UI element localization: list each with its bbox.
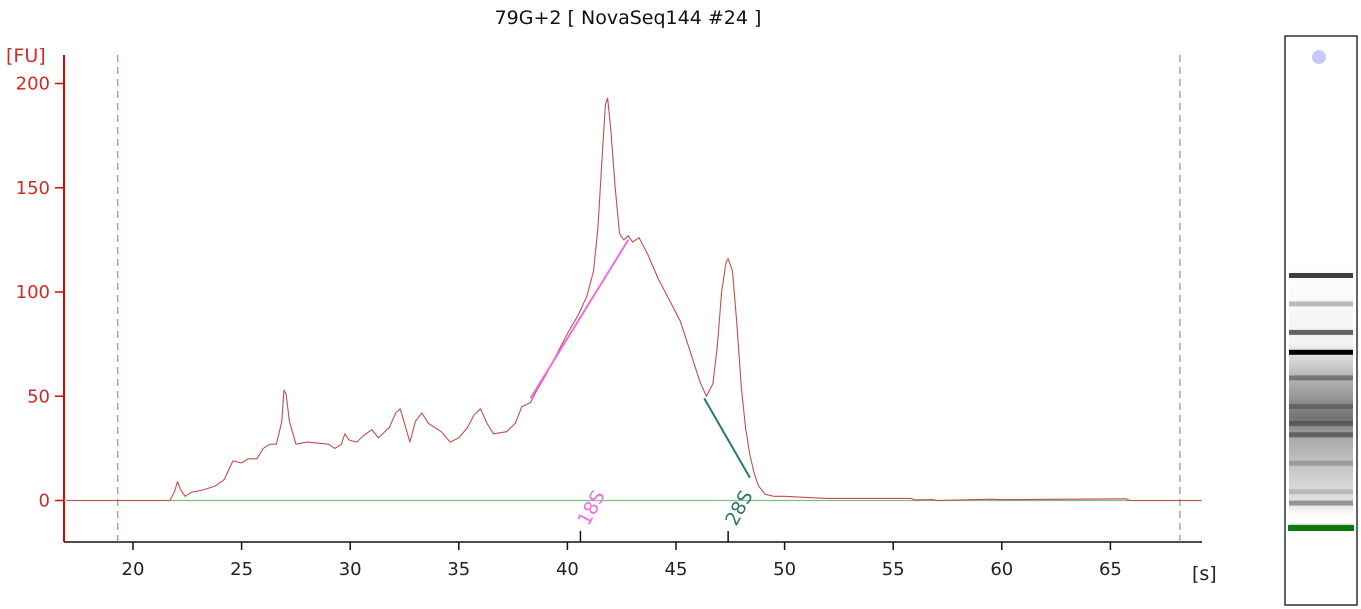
gel-band [1289,460,1353,466]
gel-band [1289,349,1353,355]
gel-smear [1289,256,1353,546]
y-tick-label: 0 [39,491,50,512]
x-tick-label: 50 [773,559,796,580]
y-tick-label: 150 [16,178,50,199]
x-tick-label: 20 [122,559,145,580]
gel-band [1289,301,1353,307]
x-tick-label: 60 [990,559,1013,580]
y-tick-label: 50 [27,386,50,407]
x-tick-label: 40 [556,559,579,580]
x-tick-label: 30 [339,559,362,580]
chart-title: 79G+2 [ NovaSeq144 #24 ] [495,7,762,29]
plot-area: 0 50 100 150 200 20 25 30 35 40 45 50 55 60 65 18S 28S [16,55,1202,580]
region-label-28s: 28S [721,487,757,529]
region-line-28s [703,397,751,479]
x-tick-label: 25 [230,559,253,580]
gel-band [1289,432,1353,438]
gel-lane [1284,35,1358,606]
gel-marker-spot [1312,50,1326,65]
x-tick-label: 55 [882,559,905,580]
x-tick-label: 65 [1099,559,1122,580]
gel-lower-marker-band [1288,525,1354,531]
gel-band [1289,272,1353,278]
fluorescence-trace [67,97,1202,502]
x-tick-label: 35 [447,559,470,580]
region-line-18s [529,239,630,399]
region-label-18s: 18S [573,487,609,529]
gel-band [1289,500,1353,506]
gel-band [1289,375,1353,381]
y-axis-unit-label: [FU] [6,45,46,67]
y-tick-label: 100 [16,282,50,303]
y-tick-label: 200 [16,74,50,95]
gel-band [1289,489,1353,495]
gel-band [1289,403,1353,409]
gel-band [1289,329,1353,335]
x-axis-unit-label: [s] [1192,563,1217,585]
gel-band [1289,420,1353,426]
x-tick-label: 45 [665,559,688,580]
